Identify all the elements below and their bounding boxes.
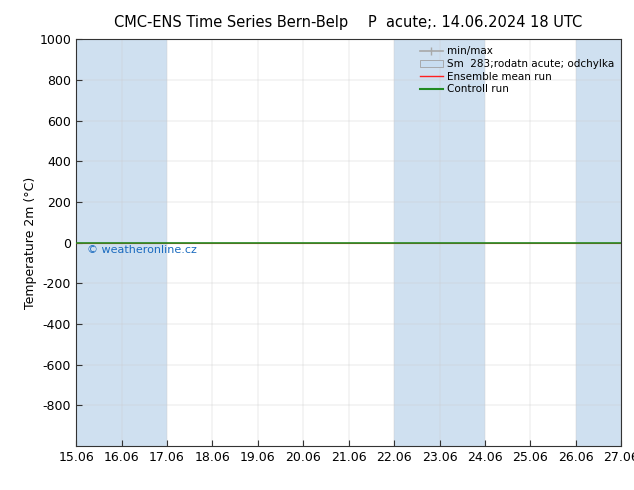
- Bar: [76, 39, 122, 446]
- Text: CMC-ENS Time Series Bern-Belp: CMC-ENS Time Series Bern-Belp: [114, 15, 348, 30]
- Bar: [122, 39, 167, 446]
- Text: © weatheronline.cz: © weatheronline.cz: [87, 245, 197, 255]
- Legend: min/max, Sm  283;rodatn acute; odchylka, Ensemble mean run, Controll run: min/max, Sm 283;rodatn acute; odchylka, …: [415, 42, 618, 98]
- Bar: [394, 39, 439, 446]
- Bar: [576, 39, 621, 446]
- Text: P  acute;. 14.06.2024 18 UTC: P acute;. 14.06.2024 18 UTC: [368, 15, 582, 30]
- Bar: [439, 39, 485, 446]
- Y-axis label: Temperature 2m (°C): Temperature 2m (°C): [23, 176, 37, 309]
